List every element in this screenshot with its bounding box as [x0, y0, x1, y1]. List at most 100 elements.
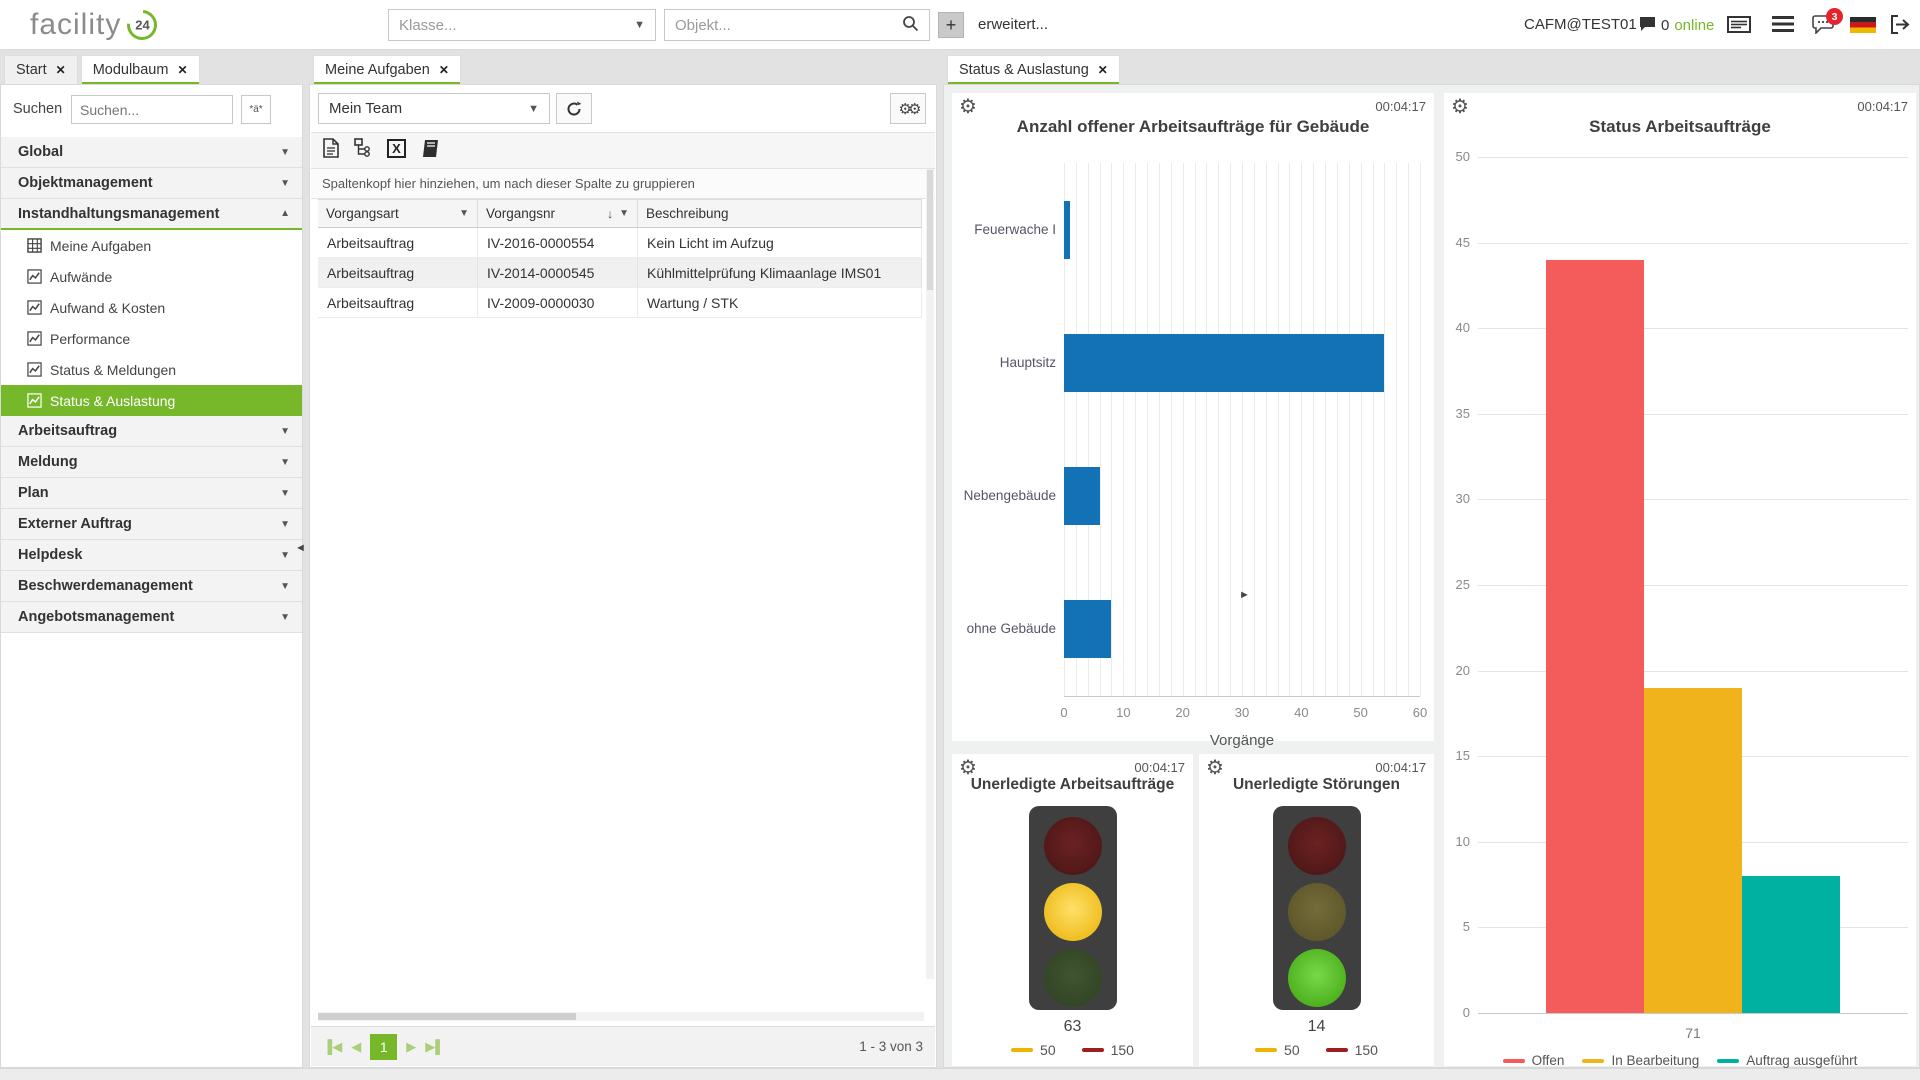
hscroll-thumb[interactable]	[318, 1013, 576, 1020]
category-label: Hauptsitz	[954, 355, 1056, 370]
table-row[interactable]: ArbeitsauftragIV-2016-0000554Kein Licht …	[318, 228, 922, 258]
legend-item[interactable]: Offen	[1503, 1053, 1565, 1068]
widget-settings-icon[interactable]: ⚙	[1206, 758, 1224, 778]
x-tick-label: 0	[1049, 705, 1079, 720]
chevron-down-icon[interactable]: ▼	[280, 581, 290, 592]
first-page-button[interactable]: ▐◀	[323, 1039, 342, 1055]
chevron-down-icon[interactable]: ▼	[280, 488, 290, 499]
excel-export-icon[interactable]: X	[387, 139, 406, 163]
legend-label: In Bearbeitung	[1611, 1053, 1699, 1068]
flag-de-icon[interactable]	[1850, 17, 1876, 38]
tree-group-angebotsmanagement[interactable]: Angebotsmanagement▼	[1, 602, 302, 633]
chevron-down-icon[interactable]: ▼	[280, 457, 290, 468]
threshold-label: 50	[1284, 1042, 1300, 1058]
tree-item-performance[interactable]: Performance	[1, 323, 302, 354]
team-select[interactable]: Mein Team ▼	[318, 93, 550, 124]
chevron-down-icon[interactable]: ▼	[634, 19, 645, 31]
tree-group-externer-auftrag[interactable]: Externer Auftrag▼	[1, 509, 302, 540]
filter-icon[interactable]: ▼	[459, 208, 469, 219]
close-icon[interactable]: ✕	[56, 63, 66, 77]
legend-item[interactable]: Auftrag ausgeführt	[1717, 1053, 1857, 1068]
bar-offen[interactable]	[1546, 260, 1644, 1013]
tree-item-aufw-nde[interactable]: Aufwände	[1, 261, 302, 292]
hierarchy-icon[interactable]	[354, 138, 372, 163]
fuzzy-search-button[interactable]: *ä*	[241, 95, 271, 124]
collapse-mid-panel-icon[interactable]: ►	[1239, 589, 1250, 601]
logout-icon[interactable]	[1890, 15, 1910, 39]
groupby-bar[interactable]: Spaltenkopf hier hinziehen, um nach dies…	[311, 169, 935, 199]
app-logo: facility 24	[30, 8, 157, 42]
column-header-beschreibung[interactable]: Beschreibung	[638, 200, 922, 227]
bar-in-bearbeitung[interactable]	[1644, 688, 1742, 1013]
filter-icon[interactable]: ▼	[619, 208, 629, 219]
add-search-button[interactable]: +	[938, 12, 964, 38]
erweitert-link[interactable]: erweitert...	[978, 16, 1048, 33]
widget-settings-icon[interactable]: ⚙	[959, 97, 977, 117]
sort-desc-icon[interactable]: ↓	[607, 207, 613, 221]
prev-page-button[interactable]: ◀	[351, 1039, 361, 1055]
tree-group-helpdesk[interactable]: Helpdesk▼	[1, 540, 302, 571]
objekt-placeholder: Objekt...	[675, 17, 731, 34]
menu-icon[interactable]	[1772, 16, 1794, 37]
document-icon[interactable]	[323, 138, 339, 163]
tree-group-label: Meldung	[18, 454, 78, 470]
tree-group-arbeitsauftrag[interactable]: Arbeitsauftrag▼	[1, 416, 302, 447]
tree-search-input[interactable]	[71, 95, 233, 124]
grid-settings-button[interactable]: ⚙⚙	[890, 93, 926, 124]
chevron-down-icon[interactable]: ▼	[280, 178, 290, 189]
tab-status-auslastung[interactable]: Status & Auslastung✕	[947, 55, 1120, 84]
chevron-down-icon[interactable]: ▼	[280, 550, 290, 561]
tree-group-plan[interactable]: Plan▼	[1, 478, 302, 509]
bar-auftrag-ausgef-hrt[interactable]	[1742, 876, 1840, 1013]
tree-item-meine-aufgaben[interactable]: Meine Aufgaben	[1, 230, 302, 261]
tree-group-instandhaltungsmanagement[interactable]: Instandhaltungsmanagement▲	[1, 199, 302, 230]
username-label: CAFM@TEST01	[1524, 16, 1637, 33]
chevron-down-icon[interactable]: ▼	[280, 519, 290, 530]
tree-group-objektmanagement[interactable]: Objektmanagement▼	[1, 168, 302, 199]
column-header-vorgangsnr[interactable]: Vorgangsnr↓▼	[478, 200, 638, 227]
vscroll-thumb[interactable]	[927, 170, 933, 290]
bar-ohne-geb-ude[interactable]	[1064, 600, 1111, 658]
bar-hauptsitz[interactable]	[1064, 334, 1384, 392]
close-icon[interactable]: ✕	[177, 63, 187, 77]
chevron-down-icon[interactable]: ▼	[280, 147, 290, 158]
chevron-down-icon[interactable]: ▼	[528, 103, 539, 115]
panel-icon[interactable]	[1727, 16, 1751, 38]
tab-meine-aufgaben[interactable]: Meine Aufgaben✕	[313, 55, 461, 84]
last-page-button[interactable]: ▶▌	[425, 1039, 444, 1055]
vertical-scrollbar[interactable]	[926, 169, 934, 979]
messages-icon[interactable]: 3	[1812, 15, 1834, 39]
column-header-vorgangsart[interactable]: Vorgangsart▼	[318, 200, 478, 227]
close-icon[interactable]: ✕	[1098, 63, 1108, 77]
horizontal-scrollbar[interactable]	[318, 1012, 924, 1021]
tab-start[interactable]: Start✕	[4, 55, 78, 84]
table-row[interactable]: ArbeitsauftragIV-2014-0000545Kühlmittelp…	[318, 258, 922, 288]
chevron-down-icon[interactable]: ▼	[280, 426, 290, 437]
chevron-up-icon[interactable]: ▲	[280, 208, 290, 219]
next-page-button[interactable]: ▶	[406, 1039, 416, 1055]
bar-feuerwache-i[interactable]	[1064, 201, 1070, 259]
y-tick-label: 20	[1444, 663, 1470, 678]
collapse-left-panel-icon[interactable]: ◄	[295, 542, 306, 554]
tree-group-meldung[interactable]: Meldung ▼	[1, 447, 302, 478]
tab-modulbaum[interactable]: Modulbaum✕	[81, 55, 200, 84]
klasse-dropdown[interactable]: Klasse... ▼	[388, 9, 656, 41]
widget-settings-icon[interactable]: ⚙	[959, 758, 977, 778]
book-icon[interactable]	[421, 139, 441, 163]
refresh-button[interactable]	[556, 93, 592, 124]
tree-group-global[interactable]: Global▼	[1, 137, 302, 168]
chevron-down-icon[interactable]: ▼	[280, 612, 290, 623]
tree-item-aufwand-kosten[interactable]: Aufwand & Kosten	[1, 292, 302, 323]
legend-item[interactable]: In Bearbeitung	[1582, 1053, 1699, 1068]
table-row[interactable]: ArbeitsauftragIV-2009-0000030Wartung / S…	[318, 288, 922, 318]
tree-item-status-auslastung[interactable]: Status & Auslastung	[1, 385, 302, 416]
tree-item-status-meldungen[interactable]: Status & Meldungen	[1, 354, 302, 385]
tree-group-beschwerdemanagement[interactable]: Beschwerdemanagement▼	[1, 571, 302, 602]
close-icon[interactable]: ✕	[439, 63, 449, 77]
x-axis-line	[1478, 1013, 1908, 1014]
search-icon[interactable]	[902, 15, 919, 36]
widget-settings-icon[interactable]: ⚙	[1451, 97, 1469, 117]
bar-nebengeb-ude[interactable]	[1064, 467, 1100, 525]
objekt-search-field[interactable]: Objekt...	[664, 9, 930, 41]
current-page-button[interactable]: 1	[370, 1034, 397, 1060]
